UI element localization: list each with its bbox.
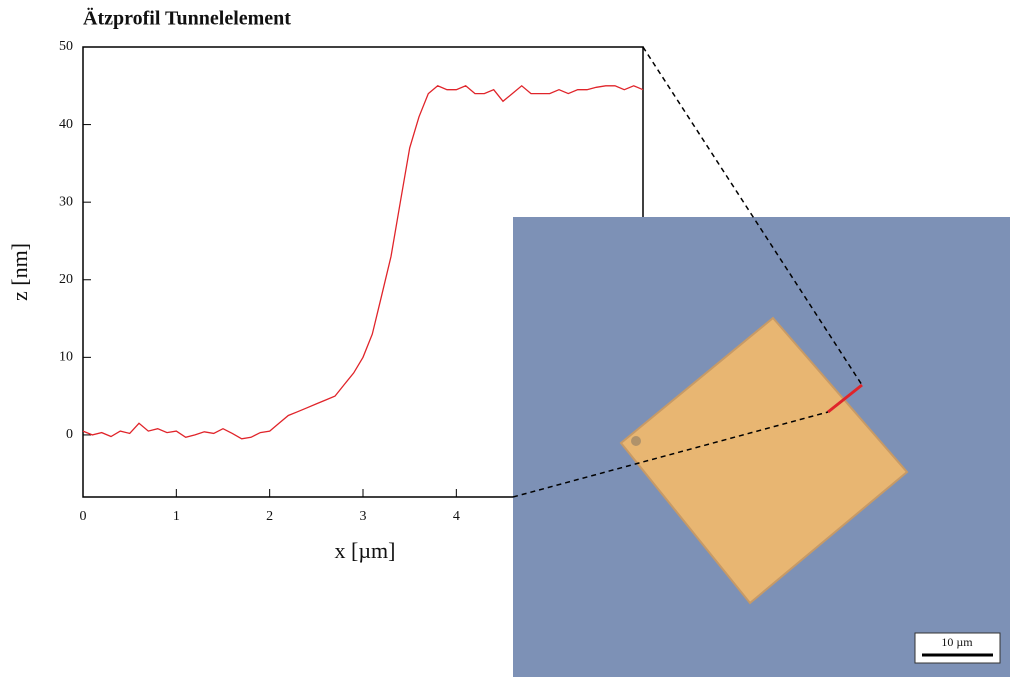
y-tick-label: 50 (59, 39, 73, 54)
y-axis-label: z [nm] (7, 243, 32, 301)
y-tick-label: 10 (59, 350, 73, 365)
defect (631, 436, 641, 446)
scale-bar-box (914, 632, 1001, 664)
zoom-line (642, 46, 863, 386)
chart-title: Ätzprofil Tunnelelement (83, 7, 291, 30)
y-tick-label: 30 (59, 194, 73, 209)
y-tick-label: 0 (66, 427, 73, 442)
etched-element (619, 316, 909, 605)
x-tick-label: 0 (80, 509, 87, 524)
x-axis-label: x [µm] (335, 538, 396, 563)
profile-line (82, 84, 644, 440)
chart: Ätzprofil Tunnelelement x [µm] z [nm] 0 1… (7, 7, 644, 563)
zoom-line (512, 411, 829, 498)
scale-bar-label: 10 µm (941, 635, 973, 649)
y-tick-label: 40 (59, 117, 73, 132)
y-tick-label: 20 (59, 272, 73, 287)
x-tick-label: 1 (173, 509, 180, 524)
x-tick-label: 3 (360, 509, 367, 524)
micrograph-inset: 10 µm (513, 217, 1010, 677)
profile-line (827, 383, 863, 414)
x-tick-label: 4 (453, 509, 460, 524)
x-tick-label: 2 (266, 509, 273, 524)
